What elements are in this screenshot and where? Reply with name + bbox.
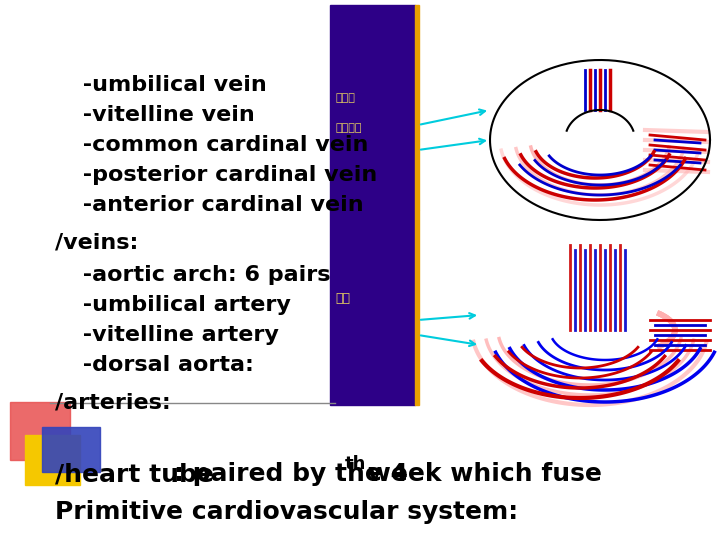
Bar xyxy=(330,210,415,405)
Text: 自动冰藻: 自动冰藻 xyxy=(335,123,361,133)
Text: th: th xyxy=(345,455,366,473)
Text: -vitelline vein: -vitelline vein xyxy=(75,105,255,125)
Bar xyxy=(330,5,415,210)
Text: week which fuse: week which fuse xyxy=(359,462,603,486)
Text: -dorsal aorta:: -dorsal aorta: xyxy=(75,355,254,375)
Bar xyxy=(25,435,80,485)
Text: -posterior cardinal vein: -posterior cardinal vein xyxy=(75,165,377,185)
Text: /heart tube: /heart tube xyxy=(55,462,214,486)
Text: -vitelline artery: -vitelline artery xyxy=(75,325,279,345)
Text: Primitive cardiovascular system:: Primitive cardiovascular system: xyxy=(55,500,518,524)
Bar xyxy=(415,210,419,405)
Bar xyxy=(10,402,70,460)
Text: -common cardinal vein: -common cardinal vein xyxy=(75,135,369,155)
Text: : paired by the 4: : paired by the 4 xyxy=(174,462,408,486)
Text: -umbilical vein: -umbilical vein xyxy=(75,75,266,95)
Bar xyxy=(42,427,100,472)
Text: -anterior cardinal vein: -anterior cardinal vein xyxy=(75,195,364,215)
Bar xyxy=(415,5,419,210)
Text: 弹脱变: 弹脱变 xyxy=(335,93,355,103)
Text: /arteries:: /arteries: xyxy=(55,392,171,412)
Text: -aortic arch: 6 pairs: -aortic arch: 6 pairs xyxy=(75,265,330,285)
Text: /veins:: /veins: xyxy=(55,232,138,252)
Text: 心管: 心管 xyxy=(335,292,350,305)
Text: -umbilical artery: -umbilical artery xyxy=(75,295,291,315)
